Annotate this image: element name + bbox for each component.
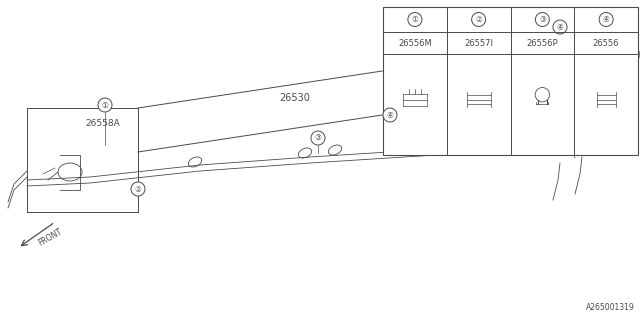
- Circle shape: [536, 12, 549, 27]
- Circle shape: [383, 108, 397, 122]
- Text: ①: ①: [102, 100, 108, 109]
- Text: 26557I: 26557I: [464, 38, 493, 47]
- Circle shape: [98, 98, 112, 112]
- Text: A265001319: A265001319: [586, 303, 635, 312]
- Circle shape: [311, 131, 325, 145]
- Text: 26558B: 26558B: [615, 51, 640, 60]
- Circle shape: [408, 12, 422, 27]
- Text: ②: ②: [475, 15, 482, 24]
- Text: 26556: 26556: [593, 38, 620, 47]
- Circle shape: [599, 12, 613, 27]
- Text: ①: ①: [412, 15, 419, 24]
- Text: 26530: 26530: [280, 93, 310, 103]
- Text: FRONT: FRONT: [36, 227, 63, 247]
- Text: ③: ③: [315, 133, 321, 142]
- Text: 26556P: 26556P: [527, 38, 558, 47]
- Text: 26558A: 26558A: [85, 119, 120, 129]
- Circle shape: [131, 182, 145, 196]
- Bar: [383, 7, 638, 155]
- Text: ④: ④: [603, 15, 609, 24]
- Text: ③: ③: [539, 15, 546, 24]
- Text: ④: ④: [387, 110, 394, 119]
- Circle shape: [472, 12, 486, 27]
- Text: ②: ②: [134, 185, 141, 194]
- Text: 26556M: 26556M: [398, 38, 432, 47]
- Circle shape: [553, 20, 567, 34]
- Text: ④: ④: [557, 22, 563, 31]
